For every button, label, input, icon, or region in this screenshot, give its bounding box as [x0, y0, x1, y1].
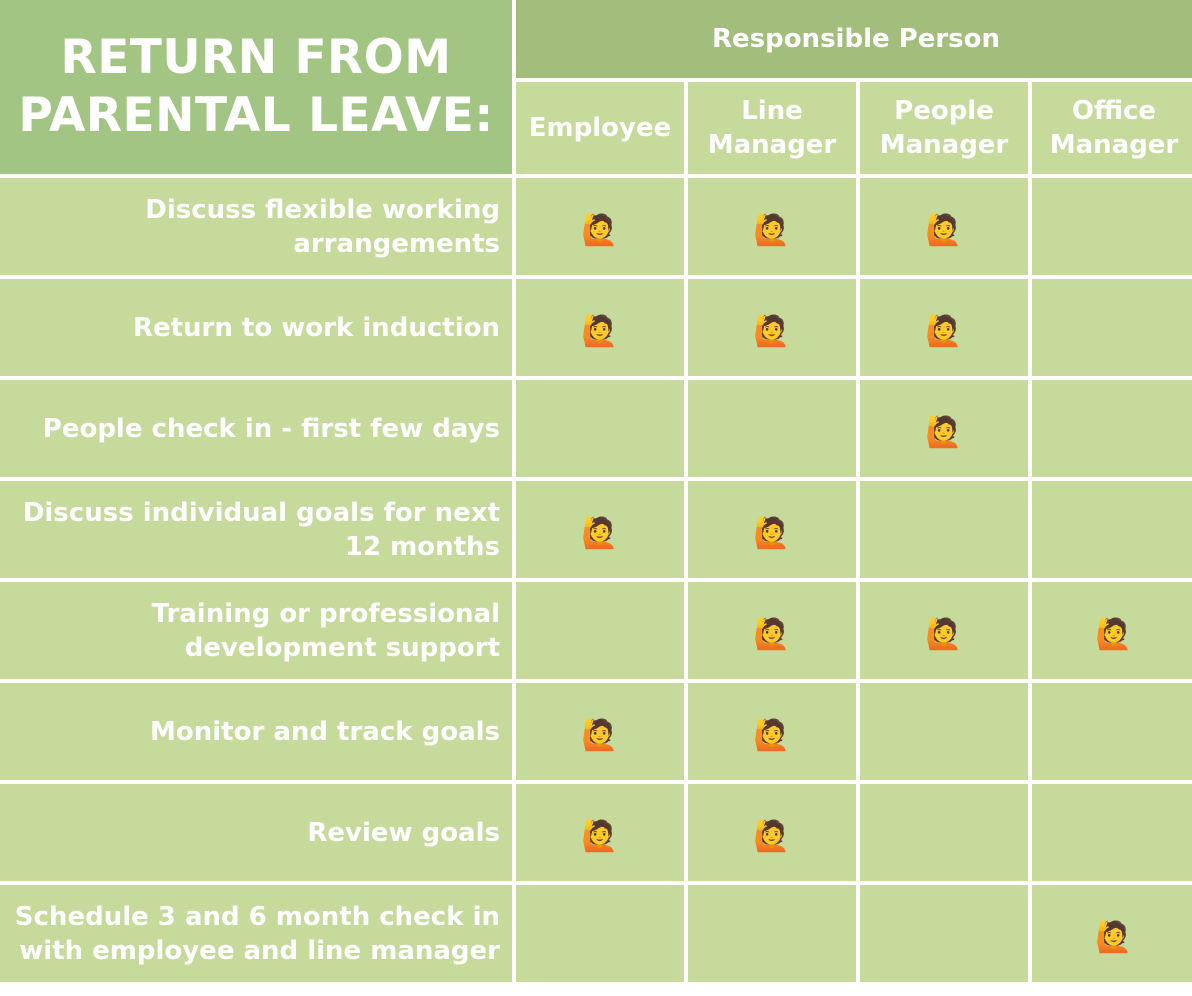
person-raising-hand-icon: 🙋 — [581, 818, 619, 854]
responsibility-cell-office-manager — [1032, 178, 1192, 275]
responsibility-cell-line-manager: 🙋 — [688, 279, 856, 376]
task-label: Training or professional development sup… — [0, 582, 512, 679]
person-raising-hand-icon: 🙋 — [753, 212, 791, 248]
person-raising-hand-icon: 🙋 — [753, 616, 791, 652]
task-label: Return to work induction — [0, 279, 512, 376]
column-header-office-manager: Office Manager — [1032, 82, 1192, 174]
person-raising-hand-icon: 🙋 — [581, 717, 619, 753]
responsibility-cell-people-manager: 🙋 — [860, 178, 1028, 275]
responsibility-cell-line-manager: 🙋 — [688, 481, 856, 578]
column-header-line-manager: Line Manager — [688, 82, 856, 174]
task-label: Discuss individual goals for next 12 mon… — [0, 481, 512, 578]
person-raising-hand-icon: 🙋 — [1095, 919, 1133, 955]
responsibility-cell-office-manager — [1032, 784, 1192, 881]
responsibility-cell-employee — [516, 885, 684, 982]
responsibility-cell-people-manager — [860, 683, 1028, 780]
task-label: Review goals — [0, 784, 512, 881]
responsibility-cell-people-manager: 🙋 — [860, 582, 1028, 679]
responsibility-cell-employee: 🙋 — [516, 279, 684, 376]
column-header-employee: Employee — [516, 82, 684, 174]
responsible-person-header: Responsible Person — [516, 0, 1192, 78]
responsibility-cell-office-manager — [1032, 380, 1192, 477]
person-raising-hand-icon: 🙋 — [925, 313, 963, 349]
responsibility-cell-employee: 🙋 — [516, 683, 684, 780]
responsibility-cell-employee: 🙋 — [516, 784, 684, 881]
person-raising-hand-icon: 🙋 — [753, 717, 791, 753]
page-title: RETURN FROM PARENTAL LEAVE: — [0, 0, 512, 174]
responsibility-cell-people-manager: 🙋 — [860, 279, 1028, 376]
person-raising-hand-icon: 🙋 — [925, 414, 963, 450]
responsibility-cell-people-manager — [860, 784, 1028, 881]
responsibility-cell-office-manager: 🙋 — [1032, 885, 1192, 982]
responsibility-cell-people-manager — [860, 885, 1028, 982]
person-raising-hand-icon: 🙋 — [925, 212, 963, 248]
task-label: Schedule 3 and 6 month check in with emp… — [0, 885, 512, 982]
responsibility-cell-office-manager — [1032, 279, 1192, 376]
responsibility-cell-office-manager — [1032, 683, 1192, 780]
responsibility-cell-line-manager: 🙋 — [688, 683, 856, 780]
person-raising-hand-icon: 🙋 — [753, 313, 791, 349]
person-raising-hand-icon: 🙋 — [1095, 616, 1133, 652]
task-label: People check in - first few days — [0, 380, 512, 477]
task-label: Monitor and track goals — [0, 683, 512, 780]
responsibility-cell-employee: 🙋 — [516, 481, 684, 578]
responsibility-cell-line-manager — [688, 380, 856, 477]
responsibility-cell-people-manager: 🙋 — [860, 380, 1028, 477]
responsibility-cell-employee — [516, 380, 684, 477]
person-raising-hand-icon: 🙋 — [581, 515, 619, 551]
person-raising-hand-icon: 🙋 — [753, 818, 791, 854]
person-raising-hand-icon: 🙋 — [753, 515, 791, 551]
responsibility-cell-people-manager — [860, 481, 1028, 578]
responsibility-cell-line-manager: 🙋 — [688, 784, 856, 881]
task-label: Discuss flexible working arrangements — [0, 178, 512, 275]
responsibility-cell-line-manager: 🙋 — [688, 178, 856, 275]
column-header-people-manager: People Manager — [860, 82, 1028, 174]
responsibility-cell-office-manager — [1032, 481, 1192, 578]
responsibility-cell-employee — [516, 582, 684, 679]
person-raising-hand-icon: 🙋 — [581, 313, 619, 349]
responsibility-cell-line-manager: 🙋 — [688, 582, 856, 679]
responsibility-cell-line-manager — [688, 885, 856, 982]
responsibility-cell-employee: 🙋 — [516, 178, 684, 275]
responsibility-cell-office-manager: 🙋 — [1032, 582, 1192, 679]
person-raising-hand-icon: 🙋 — [925, 616, 963, 652]
person-raising-hand-icon: 🙋 — [581, 212, 619, 248]
